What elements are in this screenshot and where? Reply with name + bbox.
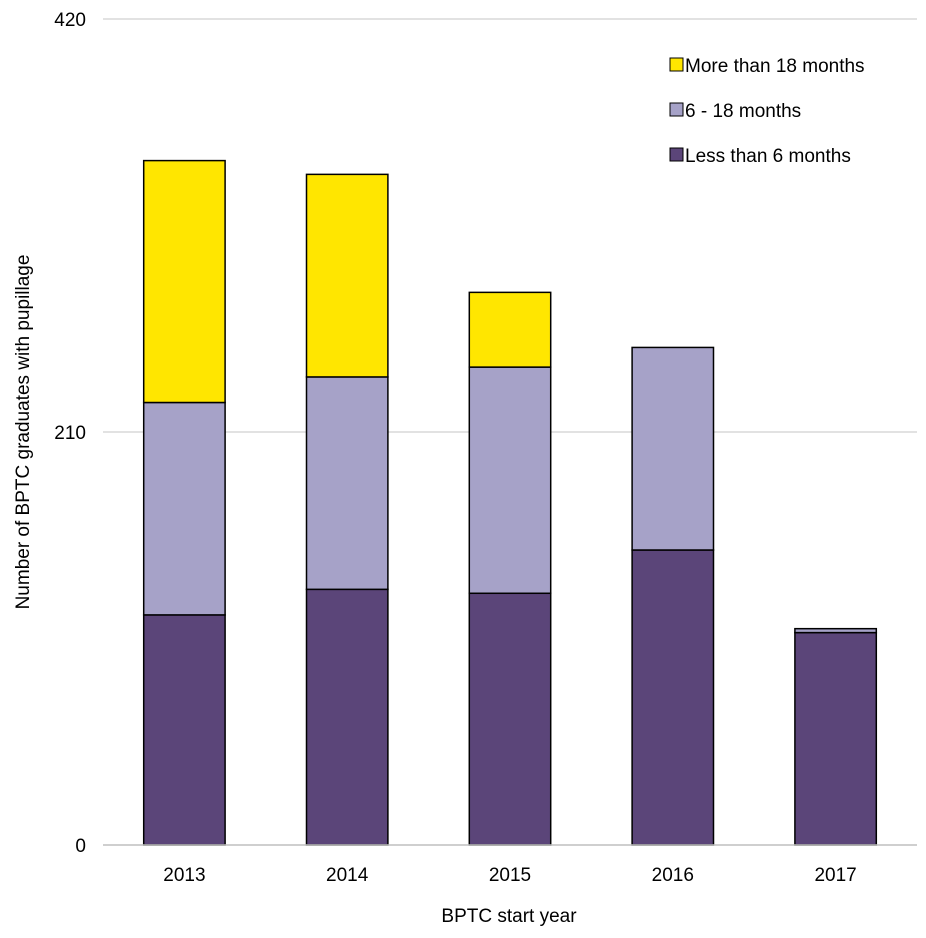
y-axis-title: Number of BPTC graduates with pupillage — [13, 255, 34, 610]
y-tick-label: 210 — [54, 423, 86, 444]
bar-segment-2015-6-18-months — [468, 366, 552, 595]
x-tick-label: 2013 — [163, 865, 205, 886]
bar-segment-2014-less-than-6-months — [305, 588, 389, 846]
x-axis-title: BPTC start year — [441, 906, 577, 927]
bar-segment-2015-less-than-6-months — [468, 592, 552, 846]
y-tick-label: 420 — [54, 10, 86, 31]
x-tick-label: 2015 — [489, 865, 531, 886]
bar-segment-2013-less-than-6-months — [142, 614, 226, 846]
bar-segment-2014-6-18-months — [305, 376, 389, 591]
bar-segment-2013-more-than-18-months — [142, 159, 226, 404]
legend-swatch — [669, 147, 684, 162]
bar-segment-2016-less-than-6-months — [631, 549, 715, 846]
bars — [142, 159, 878, 846]
bar-segment-2013-6-18-months — [142, 401, 226, 616]
legend-label: 6 - 18 months — [685, 101, 801, 122]
legend-label: More than 18 months — [685, 56, 865, 77]
y-tick-labels: 0 210 420 — [54, 10, 86, 857]
bar-segment-2017-6-18-months — [794, 627, 878, 634]
x-tick-label: 2014 — [326, 865, 369, 886]
bar-segment-2014-more-than-18-months — [305, 173, 389, 378]
bar-segment-2015-more-than-18-months — [468, 291, 552, 368]
x-tick-labels: 2013 2014 2015 2016 2017 — [163, 865, 856, 886]
y-tick-label: 0 — [75, 836, 86, 857]
legend: More than 18 months 6 - 18 months Less tha… — [669, 56, 865, 167]
x-tick-label: 2016 — [652, 865, 694, 886]
legend-label: Less than 6 months — [685, 146, 851, 167]
x-tick-label: 2017 — [814, 865, 856, 886]
bar-segment-2017-less-than-6-months — [794, 631, 878, 846]
legend-swatch — [669, 57, 684, 72]
bar-segment-2016-6-18-months — [631, 346, 715, 551]
legend-swatch — [669, 102, 684, 117]
